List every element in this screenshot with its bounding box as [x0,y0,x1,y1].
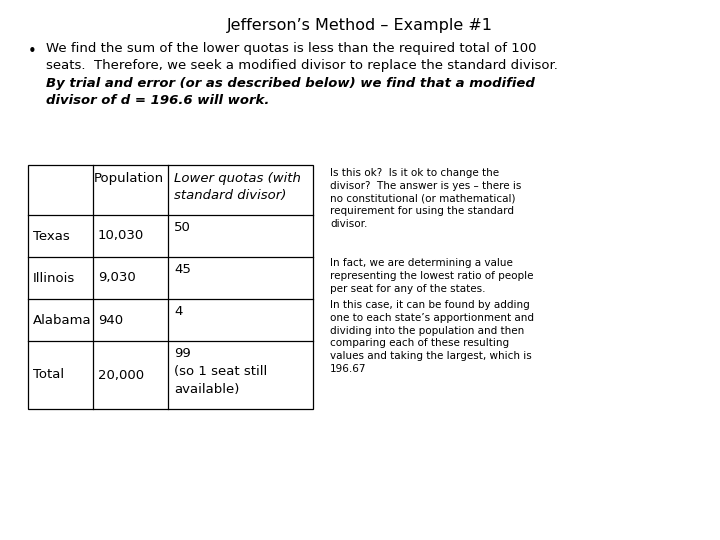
Text: 20,000: 20,000 [98,368,144,381]
Text: 50: 50 [174,221,191,234]
Text: 4: 4 [174,305,182,318]
Text: Alabama: Alabama [33,314,91,327]
Text: In fact, we are determining a value
representing the lowest ratio of people
per : In fact, we are determining a value repr… [330,258,534,294]
Text: Illinois: Illinois [33,272,76,285]
Text: 45: 45 [174,263,191,276]
Text: Population: Population [94,172,164,185]
Text: We find the sum of the lower quotas is less than the required total of 100
seats: We find the sum of the lower quotas is l… [46,42,558,72]
Text: •: • [28,44,37,59]
Bar [28,165,313,409]
Text: 9,030: 9,030 [98,272,136,285]
Text: 940: 940 [98,314,123,327]
Text: 10,030: 10,030 [98,230,144,242]
Text: Total: Total [33,368,64,381]
Text: In this case, it can be found by adding
one to each state’s apportionment and
di: In this case, it can be found by adding … [330,300,534,374]
Text: Is this ok?  Is it ok to change the
divisor?  The answer is yes – there is
no co: Is this ok? Is it ok to change the divis… [330,168,521,229]
Text: Lower quotas (with
standard divisor): Lower quotas (with standard divisor) [174,172,301,202]
Text: By trial and error (or as described below) we find that a modified
divisor of d : By trial and error (or as described belo… [46,77,535,107]
Text: Texas: Texas [33,230,70,242]
Text: Jefferson’s Method – Example #1: Jefferson’s Method – Example #1 [227,18,493,33]
Text: 99
(so 1 seat still
available): 99 (so 1 seat still available) [174,347,267,396]
